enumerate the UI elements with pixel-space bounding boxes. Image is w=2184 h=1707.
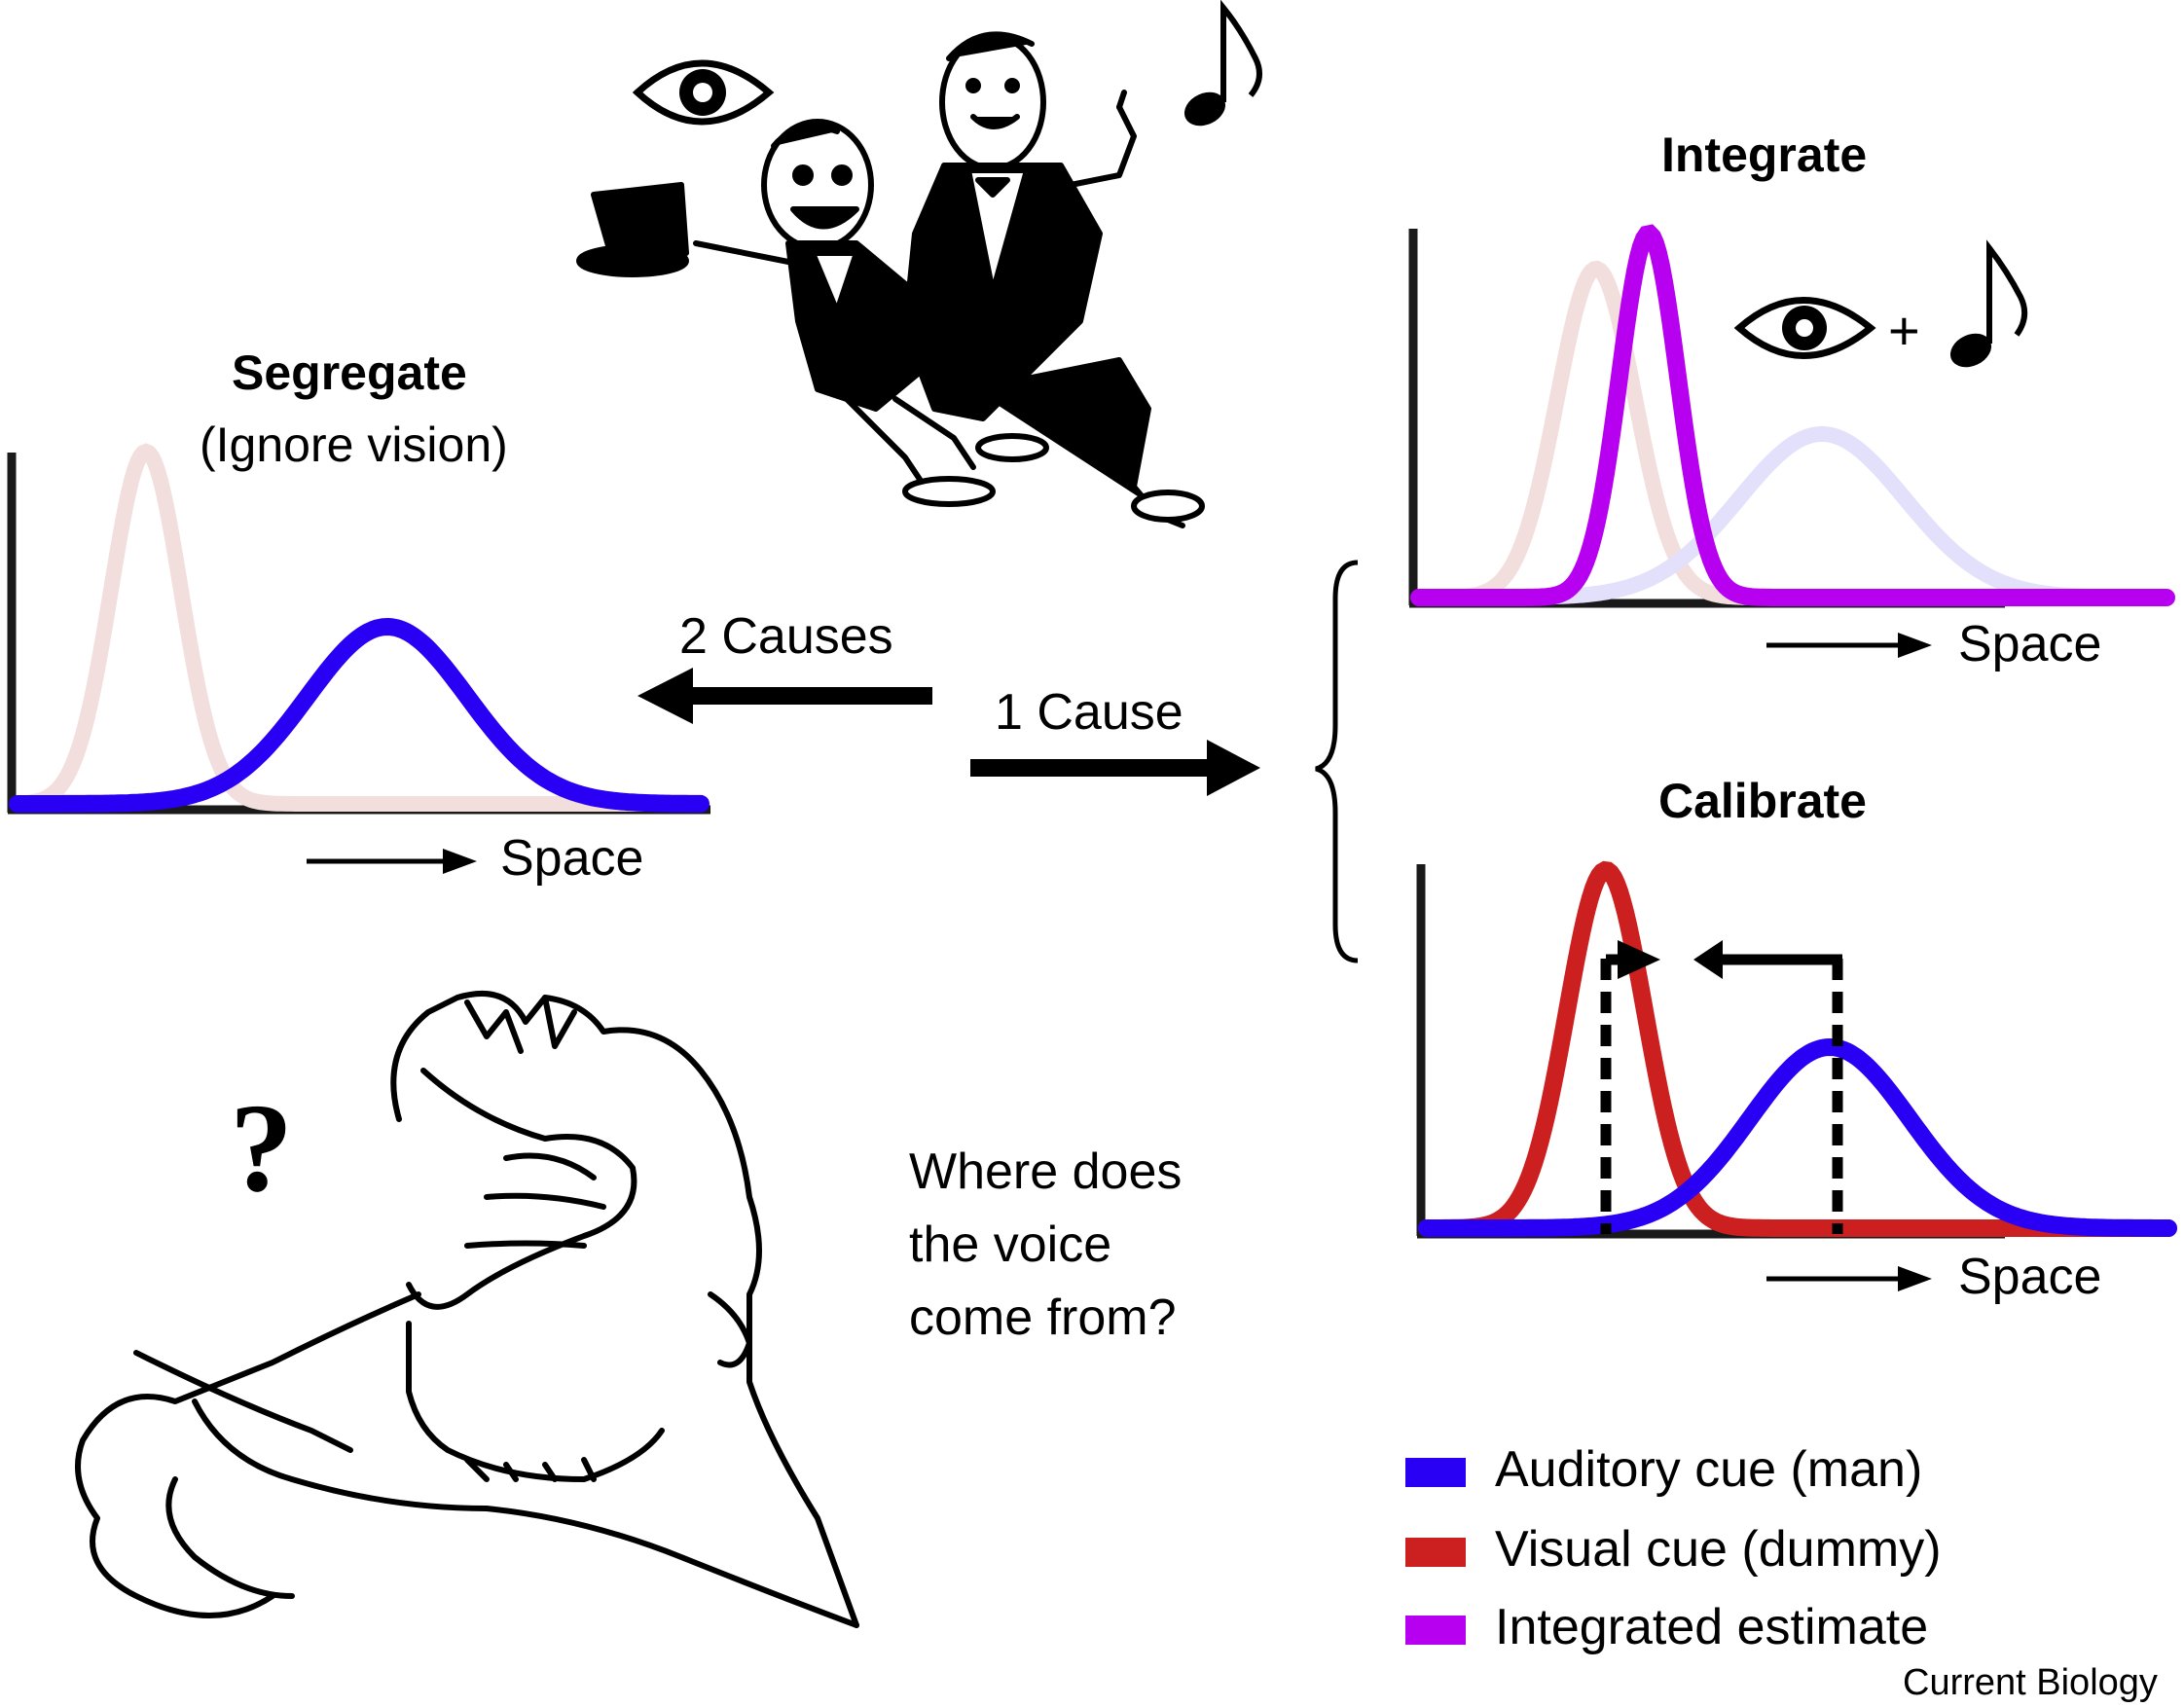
calibrate-space-label: Space [1958, 1249, 2102, 1305]
curly-brace [1315, 560, 1359, 963]
segregate-subtitle: (Ignore vision) [200, 418, 508, 472]
question-line-3: come from? [909, 1289, 1177, 1346]
calibrate-plot [1416, 860, 2177, 1291]
legend-swatch [1405, 1616, 1466, 1645]
legend-label: Visual cue (dummy) [1495, 1521, 1942, 1578]
segregate-plot [7, 443, 710, 874]
integrate-plot [1408, 224, 2175, 658]
legend-label: Integrated estimate [1495, 1599, 1929, 1655]
eye-icon [632, 59, 775, 126]
two-causes-label: 2 Causes [679, 608, 893, 665]
eye-icon [1733, 297, 1876, 359]
ventriloquist-illustration [576, 31, 1205, 528]
confused-man-illustration [75, 990, 859, 1628]
plus-sign: + [1888, 300, 1920, 361]
question-line-1: Where does [909, 1144, 1183, 1200]
segregate-space-label: Space [500, 830, 644, 887]
music-note-icon [1183, 0, 1262, 127]
legend-label: Auditory cue (man) [1495, 1441, 1923, 1498]
space-arrow [1898, 633, 1932, 658]
shift-arrow-left [1693, 940, 1723, 979]
auditory-cue-curve [9, 617, 710, 813]
calibrate-title: Calibrate [1658, 774, 1867, 828]
visual-cue-curve [1418, 860, 2177, 1237]
two-causes-arrow [637, 668, 932, 724]
shift-arrow-right [1618, 940, 1660, 979]
legend-swatch [1405, 1538, 1466, 1567]
integrate-title: Integrate [1661, 127, 1868, 182]
integrated-estimate-curve [1410, 224, 2175, 606]
segregate-title: Segregate [232, 345, 467, 400]
journal-credit: Current Biology [1903, 1662, 2158, 1703]
space-arrow [443, 849, 477, 874]
question-line-2: the voice [909, 1217, 1112, 1273]
question-mark: ? [230, 1078, 293, 1218]
one-cause-arrow [970, 740, 1260, 796]
auditory-cue-curve [1418, 1037, 2177, 1237]
integrate-space-label: Space [1958, 616, 2102, 672]
legend-swatch [1405, 1458, 1466, 1487]
space-arrow [1898, 1266, 1932, 1291]
music-note-icon [1949, 239, 2028, 368]
one-cause-label: 1 Cause [995, 684, 1183, 741]
